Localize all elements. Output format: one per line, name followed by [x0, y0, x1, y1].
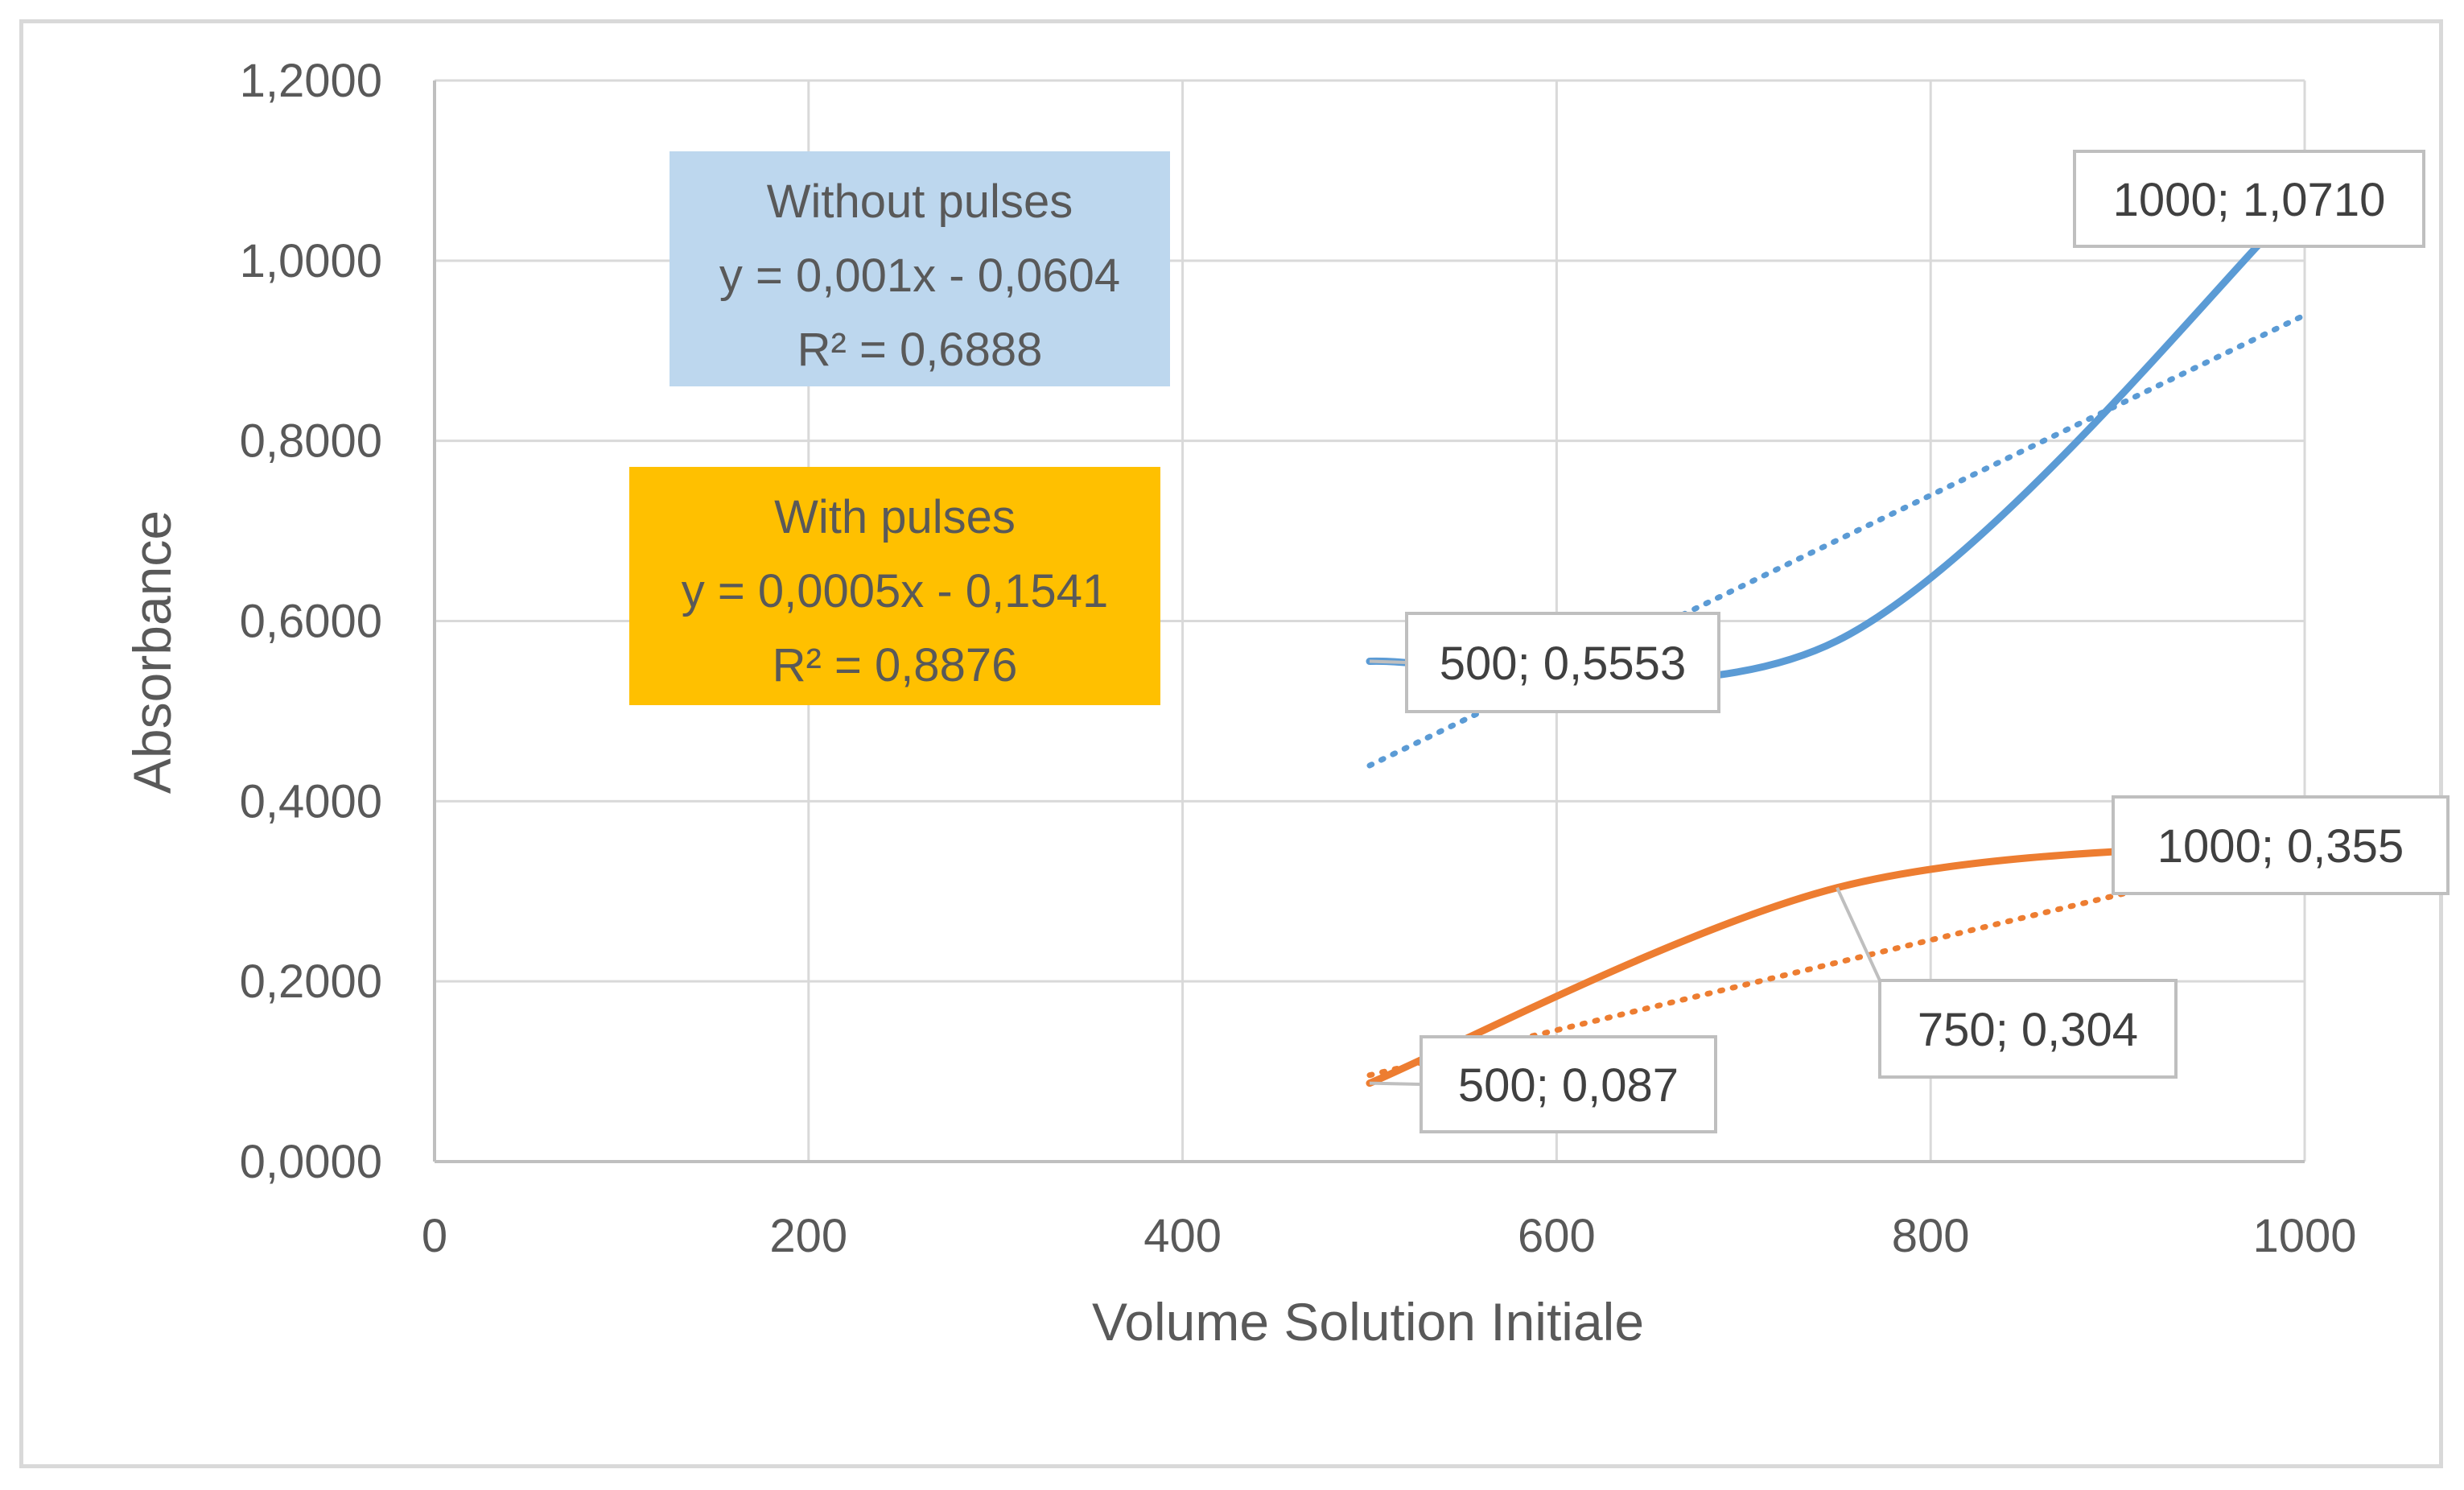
data-label: 1000; 0,355 [2112, 795, 2450, 895]
x-axis: 0 200 400 600 800 1000 [422, 1160, 2357, 1262]
y-tick-label: 0,4000 [240, 775, 382, 828]
data-label-leader [1836, 886, 1881, 981]
y-axis: 0,0000 0,2000 0,4000 0,6000 0,8000 1,0000 1,20… [240, 55, 436, 1188]
trendline-1 [1366, 312, 2308, 769]
trend-equation: y = 0,001x - 0,0604 [719, 250, 1120, 302]
y-tick-label: 0,6000 [240, 596, 382, 648]
data-label-leader [1369, 1081, 1422, 1086]
equation-boxes: Without pulses y = 0,001x - 0,0604 R² = 0,… [629, 151, 1170, 705]
data-label: 750; 0,304 [1836, 886, 2178, 1079]
x-tick-label: 0 [422, 1210, 447, 1262]
data-label-box [2073, 150, 2425, 248]
x-tick-label: 200 [769, 1210, 847, 1262]
x-tick-label: 800 [1892, 1210, 1970, 1262]
trend-equation: y = 0,0005x - 0,1541 [682, 565, 1108, 617]
series-name: Without pulses [767, 175, 1073, 228]
data-label-text: 500; 0,5553 [1440, 638, 1686, 690]
y-tick-label: 1,2000 [240, 55, 382, 107]
data-label: 1000; 1,0710 [2073, 150, 2425, 248]
y-tick-label: 0,8000 [240, 415, 382, 468]
data-label-text: 1000; 0,355 [2157, 820, 2404, 873]
series-name: With pulses [774, 491, 1016, 543]
x-axis-title: Volume Solution Initiale [1092, 1292, 1644, 1352]
x-tick-label: 400 [1143, 1210, 1222, 1262]
data-label-box [1419, 1035, 1717, 1133]
y-axis-title: Absorbance [122, 510, 182, 794]
data-label-box [1878, 979, 2178, 1079]
x-tick-label: 1000 [2252, 1210, 2356, 1262]
data-label: 500; 0,5553 [1369, 612, 1720, 713]
data-label-text: 750; 0,304 [1918, 1004, 2138, 1056]
series-line-1 [1366, 192, 2309, 684]
equation-box-bg [629, 467, 1160, 705]
equation-box-2: With pulses y = 0,0005x - 0,1541 R² = 0,88… [629, 467, 1160, 705]
data-label: 500; 0,087 [1369, 1035, 1717, 1133]
x-tick-label: 600 [1518, 1210, 1596, 1262]
equation-box-1: Without pulses y = 0,001x - 0,0604 R² = 0,… [670, 151, 1170, 386]
y-tick-label: 0,2000 [240, 955, 382, 1008]
data-labels: 500; 0,5553 1000; 1,0710 500; 0,087 750; 0,… [1369, 150, 2450, 1133]
equation-box-bg [670, 151, 1170, 386]
r-squared: R² = 0,8876 [773, 639, 1018, 691]
data-label-box [1405, 612, 1720, 713]
data-label-box [2112, 795, 2450, 895]
r-squared: R² = 0,6888 [797, 324, 1043, 376]
data-label-text: 500; 0,087 [1458, 1059, 1679, 1112]
y-tick-label: 0,0000 [240, 1136, 382, 1188]
data-label-text: 1000; 1,0710 [2113, 174, 2386, 226]
y-tick-label: 1,0000 [240, 235, 382, 287]
